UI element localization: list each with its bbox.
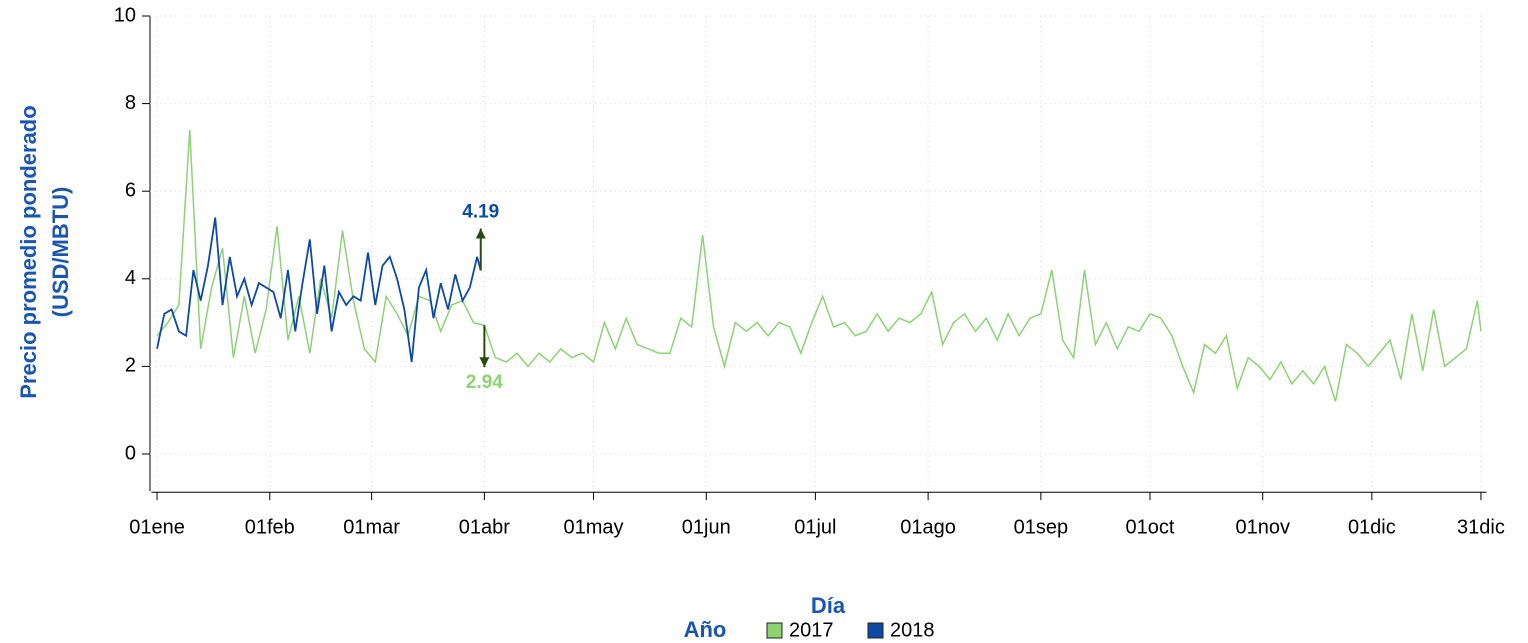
x-tick-label: 01mar: [343, 516, 400, 538]
x-tick-label: 01ene: [129, 516, 185, 538]
y-tick-label: 10: [114, 4, 136, 26]
y-axis-title: Precio promedio ponderado: [16, 105, 41, 398]
y-tick-label: 2: [125, 355, 136, 377]
x-tick-label: 01oct: [1126, 516, 1175, 538]
x-axis-title: Día: [811, 593, 846, 618]
legend-title: Año: [684, 617, 727, 642]
x-tick-label: 01jul: [794, 516, 836, 538]
legend-swatch: [766, 622, 783, 639]
legend-swatch: [867, 622, 884, 639]
legend-label: 2017: [789, 619, 834, 641]
y-tick-label: 4: [125, 267, 136, 289]
x-tick-label: 31dic: [1457, 516, 1505, 538]
y-tick-label: 0: [125, 442, 136, 464]
y-axis-title: (USD/MBTU): [48, 187, 73, 318]
y-tick-label: 6: [125, 179, 136, 201]
x-tick-label: 01ago: [900, 516, 956, 538]
x-tick-label: 01dic: [1348, 516, 1396, 538]
annotation-label: 2.94: [466, 372, 503, 393]
x-tick-label: 01abr: [459, 516, 510, 538]
line: [156, 129, 1482, 402]
x-tick-label: 01jun: [682, 516, 731, 538]
legend-label: 2018: [890, 619, 935, 641]
y-tick-label: 8: [125, 92, 136, 114]
annotation-arrowhead: [475, 228, 486, 239]
x-tick-label: 01sep: [1014, 516, 1069, 538]
x-tick-label: 01feb: [245, 516, 295, 538]
line: [156, 217, 482, 363]
annotation-arrowhead: [479, 357, 490, 368]
x-tick-label: 01nov: [1235, 516, 1290, 538]
annotation-label: 4.19: [462, 201, 499, 222]
x-tick-label: 01may: [563, 516, 623, 538]
